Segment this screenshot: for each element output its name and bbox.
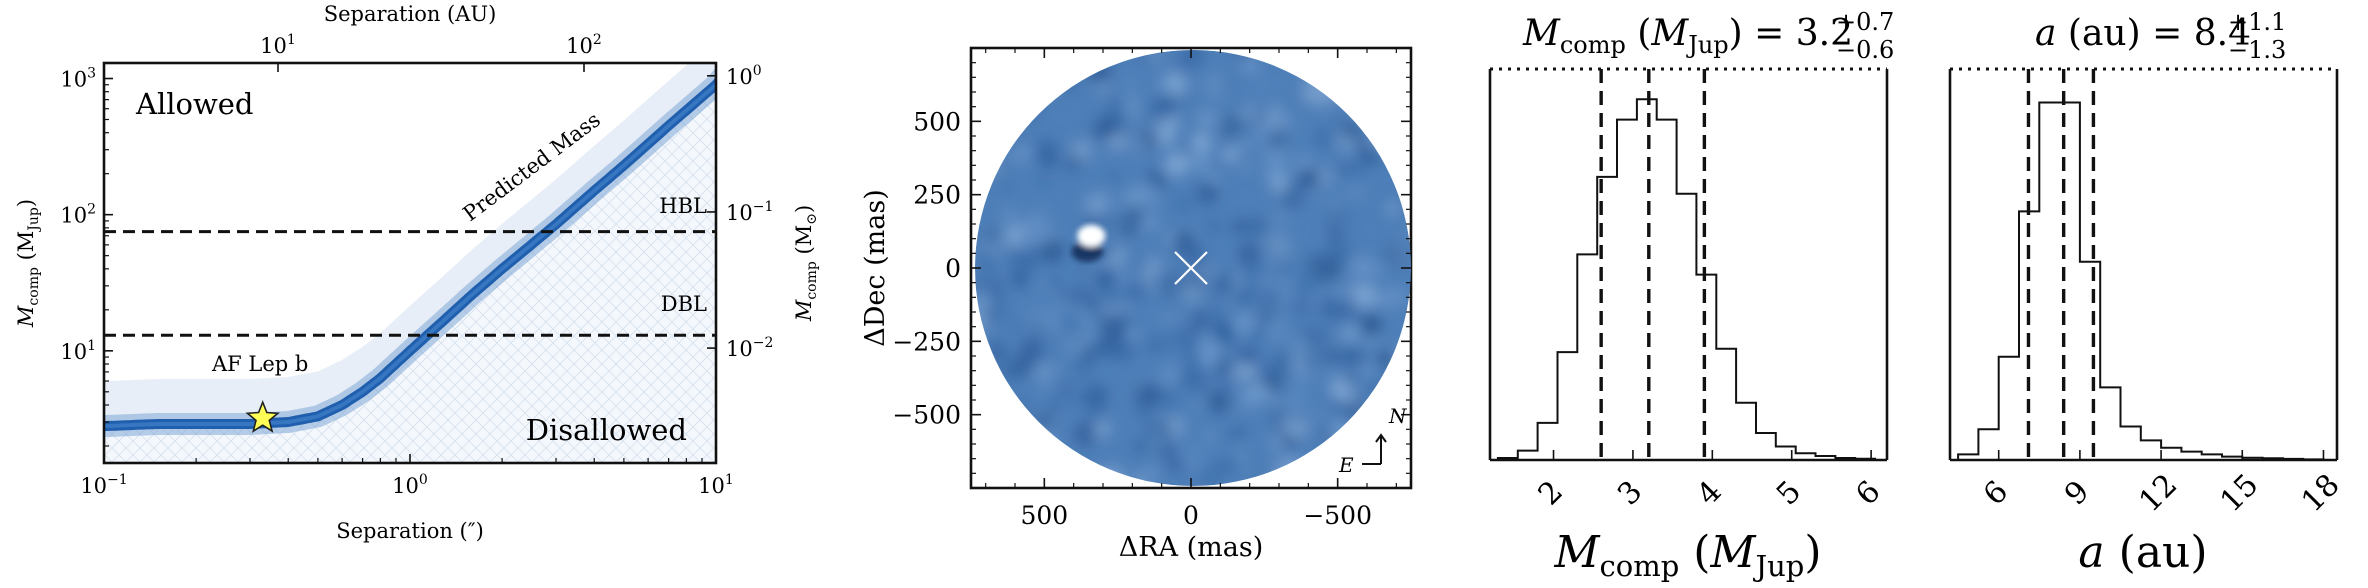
- mass-histogram: [1496, 98, 1877, 460]
- x-tick-label: 500: [1020, 501, 1068, 530]
- x-tick-label: 0: [1183, 501, 1199, 530]
- panel1-ticks: 10−1 100 101 101 102 103 101 102 10−2 10−1 100: [60, 32, 773, 498]
- compass-east: E: [1338, 453, 1354, 477]
- predicted-mass-core: [104, 81, 716, 429]
- panel2-ticks: 500 0 −500 500 250 0 −250 −500: [892, 48, 1411, 530]
- y-tick-label: 103: [60, 66, 96, 92]
- mass-title: Mcomp (MJup) = 3.2: [1522, 13, 1853, 59]
- right-tick-label: 100: [726, 63, 762, 89]
- af-lep-b-marker: [245, 400, 280, 433]
- af-lep-b-label: AF Lep b: [211, 352, 308, 376]
- y-tick-label: −500: [892, 401, 961, 430]
- x-tick-label: 4: [1690, 474, 1728, 512]
- compass: [1362, 433, 1387, 465]
- x-tick-label: 5: [1770, 474, 1808, 512]
- star-position-marker: [1174, 251, 1208, 285]
- right-tick-label: 10−1: [726, 199, 773, 225]
- x-tick-label: 12: [2133, 467, 2185, 519]
- x-axis-label: ΔRA (mas): [1119, 532, 1264, 563]
- y-tick-label: −250: [892, 327, 961, 356]
- x-tick-label: 101: [698, 472, 734, 498]
- right-axis-label: Mcomp (M⊙): [792, 205, 820, 322]
- allowed-haze: [104, 63, 716, 427]
- semimajor-title: a (au) = 8.4: [2035, 13, 2251, 54]
- y-tick-label: 250: [913, 181, 961, 210]
- semimajor-histogram: [1957, 101, 2325, 461]
- semimajor-title-plus: +1.1: [2228, 8, 2286, 36]
- x-tick-label: 100: [392, 472, 428, 498]
- y-axis-label: Mcomp (MJup): [14, 199, 42, 328]
- y-axis-label: ΔDec (mas): [860, 189, 891, 346]
- y-tick-label: 0: [945, 254, 961, 283]
- x-tick-label: 2: [1532, 474, 1570, 512]
- mass-histogram-panel: 2 3 4 5 6 Mcomp (MJup) = 3.2 +0.7 −0.6 Mcomp…: [1488, 8, 1894, 583]
- compass-north: N: [1388, 404, 1408, 428]
- mass-x-label: Mcomp (MJup): [1553, 527, 1821, 583]
- panel3-frame: [1488, 67, 1889, 462]
- y-tick-label: 500: [913, 107, 961, 136]
- right-tick-label: 10−2: [726, 335, 773, 361]
- disallowed-label: Disallowed: [526, 413, 687, 447]
- panel4-frame: [1948, 67, 2339, 462]
- top-axis-label: Separation (AU): [324, 2, 497, 26]
- x-tick-label: 3: [1611, 474, 1649, 512]
- y-tick-label: 101: [60, 338, 96, 364]
- semimajor-x-label: a (au): [2078, 527, 2207, 578]
- semimajor-title-minus: −1.3: [2228, 36, 2286, 64]
- x-tick-label: 9: [2058, 474, 2096, 512]
- x-tick-label: −500: [1303, 501, 1372, 530]
- top-tick-label: 101: [260, 32, 296, 58]
- x-tick-label: 18: [2295, 467, 2347, 519]
- mass-title-plus: +0.7: [1836, 8, 1894, 36]
- x-tick-label: 10−1: [80, 472, 127, 498]
- x-axis-label: Separation (″): [336, 519, 484, 543]
- mass-title-minus: −0.6: [1836, 36, 1894, 64]
- companion-source: [1071, 224, 1106, 262]
- mass-separation-panel: 10−1 100 101 101 102 103 101 102 10−2 10−1 100 All…: [14, 2, 820, 543]
- allowed-label: Allowed: [135, 87, 254, 121]
- x-tick-label: 6: [1849, 474, 1887, 512]
- top-tick-label: 102: [566, 32, 602, 58]
- semimajor-histogram-panel: 6 9 12 15 18 a (au) = 8.4 +1.1 −1.3 a (au): [1948, 8, 2347, 578]
- dbl-label: DBL: [661, 292, 707, 316]
- disallowed-fill: [104, 84, 716, 463]
- hbl-label: HBL: [659, 194, 707, 218]
- x-tick-label: 6: [1977, 474, 2015, 512]
- image-panel: 500 0 −500 500 250 0 −250 −500 N E ΔRA (mas) ΔD…: [860, 46, 1413, 563]
- x-tick-label: 15: [2214, 467, 2266, 519]
- y-tick-label: 102: [60, 202, 96, 228]
